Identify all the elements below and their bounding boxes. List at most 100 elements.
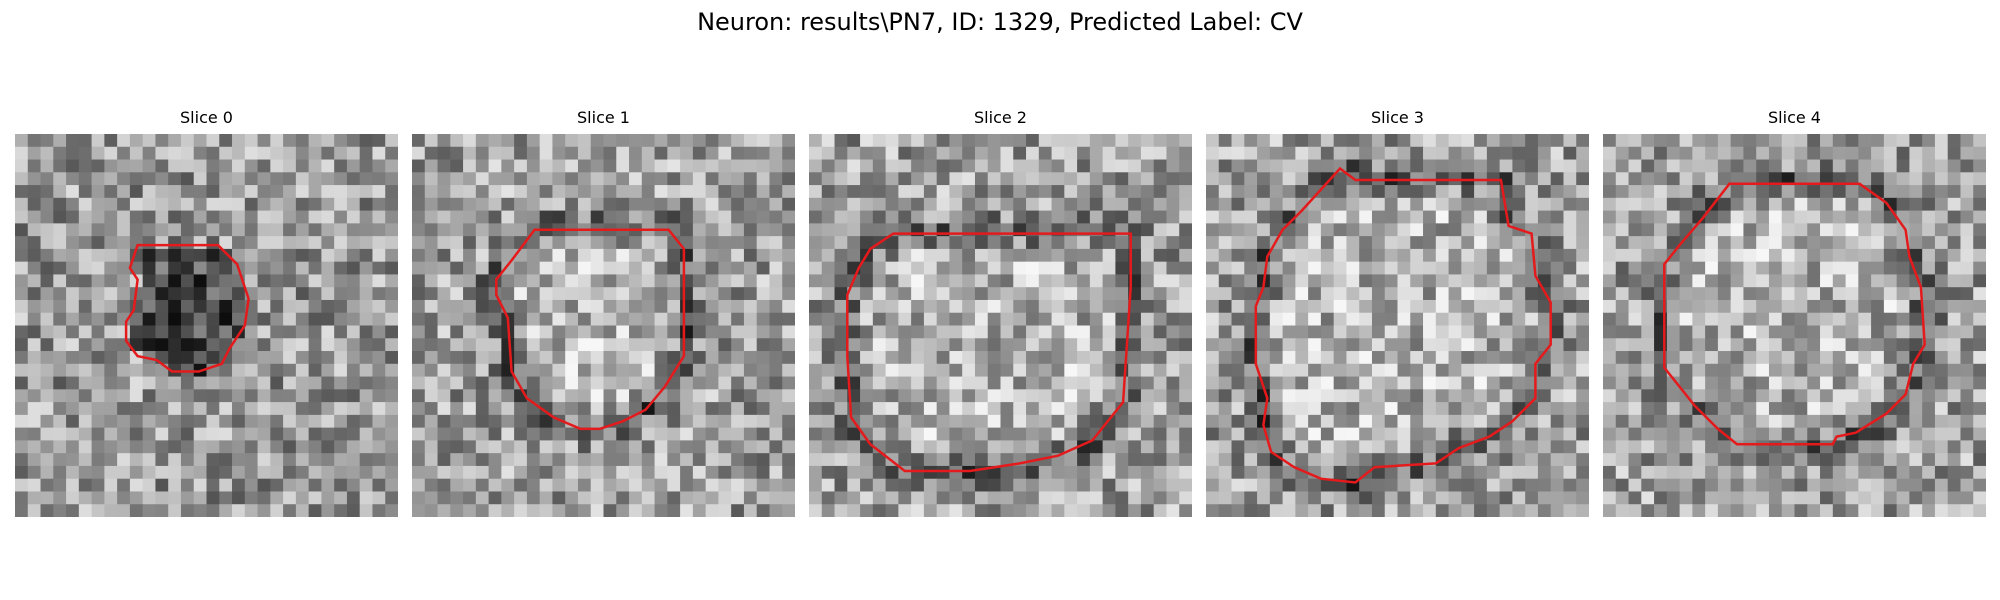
pixel — [731, 210, 745, 224]
pixel — [193, 248, 208, 263]
pixel — [680, 453, 694, 467]
pixel — [1115, 363, 1129, 378]
pixel — [1333, 453, 1348, 467]
pixel — [809, 287, 823, 301]
pixel — [782, 389, 795, 403]
pixel — [1474, 440, 1488, 454]
pixel — [1282, 312, 1296, 327]
pixel — [1013, 465, 1027, 480]
pixel — [1654, 376, 1668, 390]
pixel — [1794, 261, 1808, 276]
pixel — [412, 325, 426, 339]
pixel — [885, 146, 899, 161]
pixel — [667, 210, 681, 224]
pixel — [1153, 325, 1168, 339]
pixel — [1807, 223, 1821, 237]
pixel — [667, 453, 681, 467]
pixel — [142, 287, 157, 301]
slice-title-1: Slice 1 — [577, 108, 630, 127]
pixel — [590, 185, 605, 199]
pixel — [1794, 134, 1808, 148]
pixel — [219, 210, 233, 224]
pixel — [53, 325, 67, 339]
pixel — [1909, 299, 1923, 314]
pixel — [1051, 172, 1065, 186]
pixel — [1077, 197, 1091, 212]
pixel — [962, 159, 976, 173]
pixel — [1858, 248, 1872, 263]
pixel — [1679, 287, 1693, 301]
pixel — [1525, 351, 1539, 365]
pixel — [450, 134, 464, 148]
pixel — [692, 338, 707, 352]
pixel — [1909, 146, 1923, 161]
pixel — [769, 363, 783, 378]
pixel — [974, 325, 989, 339]
pixel — [974, 389, 989, 403]
pixel — [295, 325, 310, 339]
pixel — [1628, 312, 1642, 327]
pixel — [705, 185, 719, 199]
pixel — [616, 376, 630, 390]
pixel — [1013, 504, 1027, 517]
pixel — [847, 146, 861, 161]
pixel — [1115, 299, 1129, 314]
pixel — [15, 427, 29, 441]
pixel — [1115, 197, 1129, 212]
pixel — [424, 146, 439, 161]
pixel — [911, 376, 925, 390]
pixel — [232, 159, 246, 173]
pixel — [782, 172, 795, 186]
pixel — [1960, 338, 1974, 352]
pixel — [590, 261, 605, 276]
pixel — [1051, 389, 1065, 403]
pixel — [1320, 402, 1335, 416]
pixel — [974, 504, 989, 517]
pixel — [641, 453, 656, 467]
pixel — [1537, 478, 1552, 493]
pixel — [437, 504, 451, 517]
pixel — [1038, 504, 1053, 517]
pixel — [15, 338, 29, 352]
pixel — [40, 402, 54, 416]
pixel — [731, 351, 745, 365]
pixel — [1807, 338, 1821, 352]
pixel — [1089, 159, 1104, 173]
pixel — [1820, 402, 1834, 416]
pixel — [743, 427, 758, 441]
pixel — [974, 287, 989, 301]
pixel — [782, 465, 795, 480]
pixel — [244, 197, 259, 212]
pixel — [40, 427, 54, 441]
pixel — [321, 185, 335, 199]
pixel — [1038, 134, 1053, 148]
pixel — [1730, 338, 1745, 352]
pixel — [923, 402, 938, 416]
pixel — [1628, 248, 1642, 263]
pixel — [168, 465, 182, 480]
pixel — [1346, 236, 1360, 250]
pixel — [104, 210, 118, 224]
pixel — [1883, 376, 1898, 390]
pixel — [283, 159, 297, 173]
pixel — [463, 223, 477, 237]
pixel — [911, 402, 925, 416]
pixel — [1807, 134, 1821, 148]
contour-0 — [124, 243, 250, 373]
pixel — [1947, 504, 1962, 517]
pixel — [1909, 325, 1923, 339]
pixel — [1717, 414, 1732, 429]
pixel — [1026, 402, 1040, 416]
slice-image-1 — [412, 134, 795, 517]
pixel — [1960, 491, 1974, 505]
pixel — [1000, 261, 1014, 276]
pixel — [1550, 478, 1565, 493]
pixel — [1153, 146, 1168, 161]
pixel — [155, 172, 169, 186]
pixel — [1692, 210, 1706, 224]
pixel — [1832, 363, 1847, 378]
pixel — [552, 248, 566, 263]
pixel — [1794, 197, 1808, 212]
pixel — [539, 478, 554, 493]
pixel — [629, 172, 643, 186]
